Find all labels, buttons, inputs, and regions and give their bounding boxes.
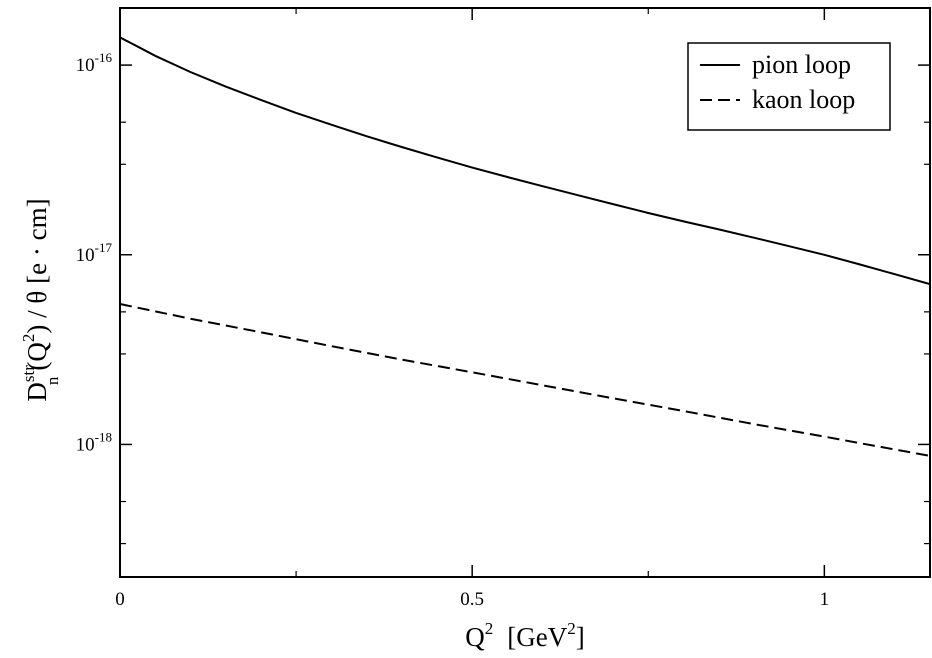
legend: pion loop kaon loop [687, 42, 891, 131]
x-tick-label: 1 [820, 589, 830, 610]
series-line-kaon-loop [119, 303, 931, 457]
x-tick-label: 0 [115, 589, 125, 610]
legend-box [687, 42, 891, 131]
series-group [119, 36, 931, 457]
legend-label-pion-loop: pion loop [752, 50, 851, 79]
y-axis-title: Dstr n(Q2) / θ [e · cm] [19, 198, 62, 401]
y-tick-label: 10-17 [76, 240, 113, 266]
x-tick-label: 0.5 [460, 589, 484, 610]
y-tick-label: 10-16 [76, 50, 113, 76]
plot-frame [119, 7, 931, 578]
tick-labels: 0 0.5 1 10-18 10-17 10-16 [76, 50, 829, 610]
x-axis-title: Q2 [GeV2] [465, 619, 584, 652]
y-tick-label: 10-18 [76, 429, 112, 455]
series-line-pion-loop [119, 36, 931, 286]
axis-ticks [119, 8, 930, 577]
legend-label-kaon-loop: kaon loop [752, 85, 855, 114]
